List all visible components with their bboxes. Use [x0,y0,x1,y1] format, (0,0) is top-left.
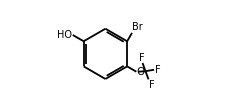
Text: O: O [137,67,145,77]
Text: HO: HO [57,29,72,39]
Text: F: F [139,53,145,63]
Text: Br: Br [132,22,143,32]
Text: F: F [149,80,154,90]
Text: F: F [155,65,160,75]
